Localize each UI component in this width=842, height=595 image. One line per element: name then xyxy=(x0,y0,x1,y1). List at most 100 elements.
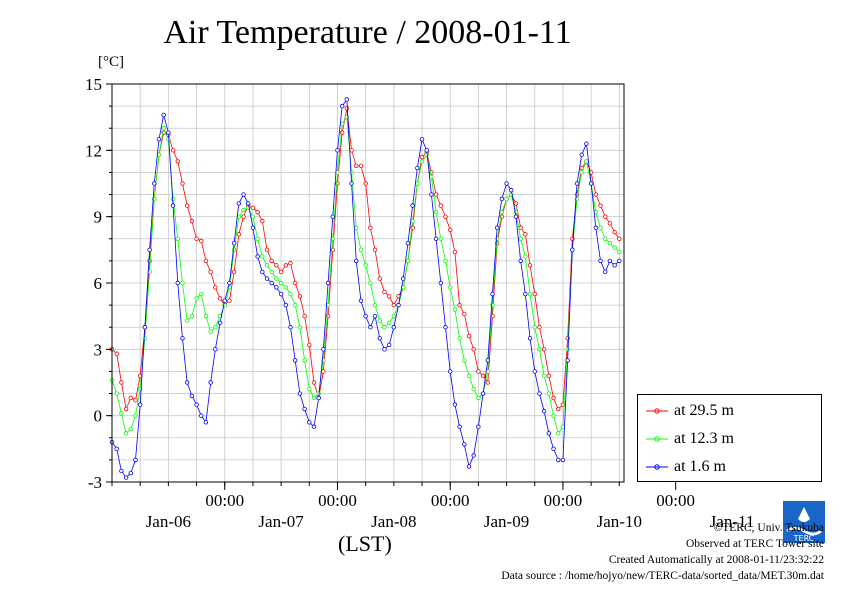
data-point xyxy=(579,170,584,175)
data-point xyxy=(457,336,462,341)
data-point xyxy=(607,221,613,226)
data-point xyxy=(114,391,119,396)
data-point xyxy=(175,280,180,286)
data-point xyxy=(114,446,119,452)
data-point xyxy=(260,269,265,275)
data-point xyxy=(119,411,124,416)
axes: -3 0 3 6 9 12 15 00:00 Jan-06 00:00 Jan-07 00:00 Jan… xyxy=(85,75,754,531)
data-point xyxy=(227,280,232,286)
legend-entry: at 29.5 m xyxy=(646,401,734,421)
data-point xyxy=(372,313,378,319)
data-point xyxy=(443,258,448,264)
data-point xyxy=(274,285,279,290)
data-point xyxy=(358,298,364,303)
data-point xyxy=(199,413,204,418)
data-point xyxy=(462,358,467,363)
data-point xyxy=(603,236,608,241)
data-point xyxy=(213,325,218,330)
data-point xyxy=(513,201,519,206)
data-point xyxy=(476,424,481,429)
data-point xyxy=(377,318,382,323)
data-point xyxy=(386,320,392,325)
data-point xyxy=(541,373,547,379)
data-point xyxy=(466,373,472,379)
data-point xyxy=(556,406,561,412)
data-point xyxy=(152,181,157,186)
x-date-label: Jan-09 xyxy=(484,512,529,531)
data-point xyxy=(241,192,246,197)
data-point xyxy=(509,187,514,193)
data-point xyxy=(269,280,274,286)
data-point xyxy=(288,260,293,266)
data-point xyxy=(546,391,552,396)
y-tick-label: 6 xyxy=(94,274,103,293)
data-point xyxy=(372,302,378,308)
data-point xyxy=(255,254,260,259)
data-point xyxy=(363,313,368,319)
data-point xyxy=(617,258,622,264)
logo-text: TERC xyxy=(793,534,815,543)
x-time-label: 00:00 xyxy=(656,491,695,510)
data-point xyxy=(278,269,284,275)
data-point xyxy=(180,336,185,341)
data-point xyxy=(354,163,359,169)
data-point xyxy=(518,258,523,264)
data-point xyxy=(194,236,199,241)
data-point xyxy=(612,245,617,250)
data-point xyxy=(617,249,622,255)
data-point xyxy=(147,247,152,253)
data-point xyxy=(551,395,556,401)
data-point xyxy=(471,453,476,458)
data-point xyxy=(184,203,190,208)
data-point xyxy=(288,291,293,297)
data-point xyxy=(612,263,617,268)
data-point xyxy=(612,229,617,235)
data-point xyxy=(433,192,439,197)
data-point xyxy=(532,369,537,374)
data-point xyxy=(133,457,138,463)
data-point xyxy=(438,236,444,241)
data-point xyxy=(368,325,373,330)
data-point xyxy=(617,236,622,241)
data-point xyxy=(429,174,434,180)
data-point xyxy=(556,457,561,463)
data-point xyxy=(274,263,279,268)
x-time-label: 00:00 xyxy=(318,491,357,510)
data-point xyxy=(415,165,420,171)
y-tick-label: 15 xyxy=(85,75,102,94)
y-tick-label: 12 xyxy=(85,141,102,160)
data-point xyxy=(175,159,180,164)
legend-label: at 29.5 m xyxy=(674,402,734,419)
data-point xyxy=(598,225,603,230)
data-point xyxy=(527,263,533,268)
data-point xyxy=(551,413,556,418)
data-point xyxy=(292,358,298,363)
data-point xyxy=(368,280,373,286)
data-point xyxy=(250,205,256,211)
data-point xyxy=(203,313,209,319)
data-point xyxy=(283,285,288,290)
data-point xyxy=(579,152,584,157)
data-point xyxy=(565,358,570,363)
data-point xyxy=(203,258,209,264)
data-point xyxy=(485,358,490,363)
data-point xyxy=(598,203,603,208)
data-point xyxy=(302,406,307,412)
data-point xyxy=(438,203,444,208)
data-point xyxy=(349,148,354,153)
data-point xyxy=(241,214,246,219)
data-point xyxy=(311,424,317,429)
data-point xyxy=(537,325,542,330)
x-date-label: Jan-10 xyxy=(597,512,642,531)
data-point xyxy=(382,325,387,330)
data-point xyxy=(189,393,195,398)
data-point xyxy=(607,240,613,246)
x-time-label: 00:00 xyxy=(205,491,244,510)
data-point xyxy=(278,291,284,297)
data-point xyxy=(123,475,129,480)
data-point xyxy=(354,258,359,264)
data-point xyxy=(189,218,195,224)
data-point xyxy=(264,247,270,253)
data-point xyxy=(283,302,288,308)
